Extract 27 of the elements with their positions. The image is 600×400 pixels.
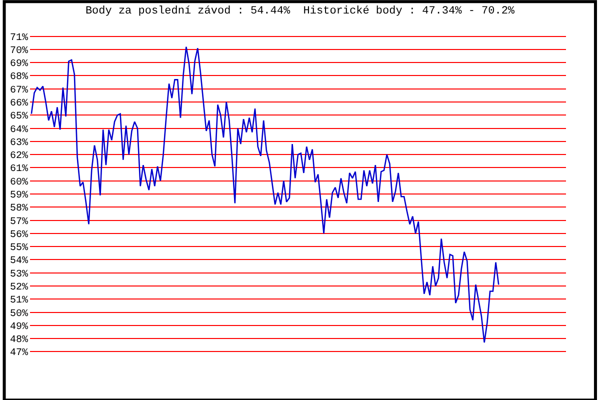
y-tick-label: 53%: [10, 269, 28, 280]
y-tick-label: 47%: [10, 348, 28, 360]
y-tick-label: 60%: [10, 177, 28, 188]
y-tick-label: 55%: [10, 243, 28, 254]
y-tick-label: 56%: [10, 230, 28, 241]
y-tick-label: 67%: [10, 85, 28, 96]
y-tick-label: 59%: [10, 190, 28, 202]
y-tick-label: 61%: [10, 164, 28, 176]
y-tick-label: 63%: [10, 138, 28, 149]
y-tick-label: 70%: [10, 46, 28, 57]
y-tick-label: 65%: [10, 112, 28, 123]
y-tick-label: 66%: [10, 98, 28, 110]
y-tick-label: 68%: [10, 72, 28, 84]
y-tick-label: 50%: [10, 308, 28, 320]
chart-title: Body za poslední závod : 54.44% Historické body : 47.34% - 70.2%: [85, 6, 515, 18]
y-tick-label: 62%: [10, 151, 28, 162]
y-tick-label: 58%: [10, 204, 28, 215]
y-tick-label: 71%: [10, 32, 28, 44]
y-tick-label: 64%: [10, 124, 28, 136]
y-tick-label: 54%: [10, 256, 28, 268]
y-tick-label: 49%: [10, 322, 28, 333]
y-tick-label: 52%: [10, 282, 28, 294]
y-tick-label: 48%: [10, 335, 28, 346]
line-series: [30, 46, 500, 344]
y-tick-label: 69%: [10, 59, 28, 70]
y-tick-label: 51%: [10, 296, 28, 307]
y-tick-label: 57%: [10, 216, 28, 228]
